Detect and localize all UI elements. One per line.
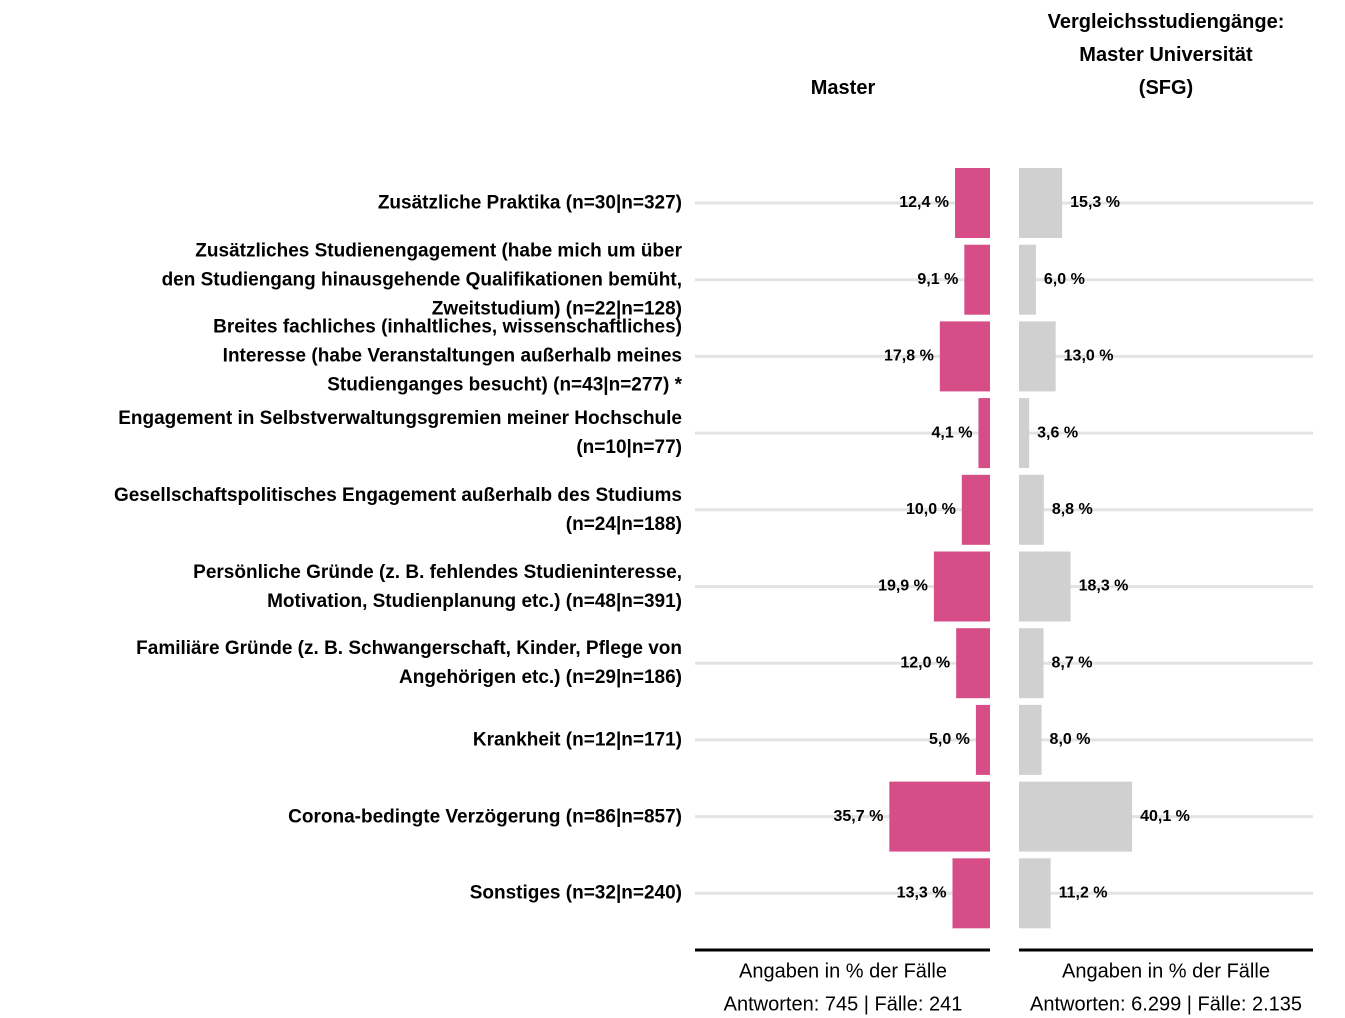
value-label: 10,0 % xyxy=(906,501,956,518)
bar xyxy=(1019,551,1071,622)
bar xyxy=(1019,168,1063,238)
category-label: Persönliche Gründe (z. B. fehlendes Stud… xyxy=(193,561,682,612)
value-label: 13,3 % xyxy=(897,885,947,902)
bar xyxy=(1019,781,1133,852)
value-label: 19,9 % xyxy=(878,578,928,595)
category-label: Engagement in Selbstverwaltungsgremien m… xyxy=(118,408,682,459)
value-label: 5,0 % xyxy=(929,731,970,748)
category-label: Corona-bedingte Verzögerung (n=86|n=857) xyxy=(288,806,682,828)
category-label: Zusätzliches Studienengagement (habe mic… xyxy=(161,240,682,320)
category-label: Breites fachliches (inhaltliches, wissen… xyxy=(213,316,682,396)
bar xyxy=(889,781,990,852)
value-label: 12,4 % xyxy=(899,194,949,211)
bar xyxy=(956,628,990,699)
bar xyxy=(1019,474,1044,545)
bar xyxy=(952,858,990,929)
value-label: 17,8 % xyxy=(884,348,934,365)
bar xyxy=(955,168,990,238)
value-label: 11,2 % xyxy=(1059,885,1108,902)
bar xyxy=(1019,244,1036,315)
category-label: Krankheit (n=12|n=171) xyxy=(472,729,682,751)
footnote: Antworten: 6.299 | Fälle: 2.135 xyxy=(1029,993,1303,1016)
bar xyxy=(975,704,990,775)
footnote: Angaben in % der Fälle xyxy=(1062,960,1270,983)
bar xyxy=(933,551,990,622)
value-label: 40,1 % xyxy=(1140,808,1190,825)
panel-title: Vergleichsstudiengänge: Master Universit… xyxy=(1047,11,1285,99)
bar xyxy=(1019,398,1030,469)
footnote: Angaben in % der Fälle xyxy=(739,960,947,983)
value-label: 13,0 % xyxy=(1064,348,1114,365)
value-label: 8,8 % xyxy=(1052,501,1093,518)
bar xyxy=(1019,321,1056,392)
value-label: 4,1 % xyxy=(932,424,973,441)
value-label: 3,6 % xyxy=(1037,424,1078,441)
value-label: 18,3 % xyxy=(1079,578,1129,595)
value-label: 15,3 % xyxy=(1070,194,1120,211)
category-label: Familiäre Gründe (z. B. Schwangerschaft,… xyxy=(136,638,682,689)
footnote: Antworten: 745 | Fälle: 241 xyxy=(723,993,963,1016)
bar xyxy=(1019,858,1051,929)
value-label: 8,7 % xyxy=(1052,654,1093,671)
panel-title: Master xyxy=(810,77,876,99)
value-label: 35,7 % xyxy=(834,808,884,825)
bar xyxy=(978,398,990,469)
bar xyxy=(961,474,990,545)
value-label: 12,0 % xyxy=(900,654,950,671)
bar xyxy=(939,321,990,392)
bar xyxy=(1019,704,1042,775)
value-label: 6,0 % xyxy=(1044,271,1085,288)
bar xyxy=(1019,628,1044,699)
value-label: 9,1 % xyxy=(917,271,958,288)
category-label: Sonstiges (n=32|n=240) xyxy=(469,882,682,904)
bar xyxy=(964,244,990,315)
category-label: Gesellschaftspolitisches Engagement auße… xyxy=(113,484,682,535)
category-label: Zusätzliche Praktika (n=30|n=327) xyxy=(377,192,682,214)
value-label: 8,0 % xyxy=(1050,731,1091,748)
